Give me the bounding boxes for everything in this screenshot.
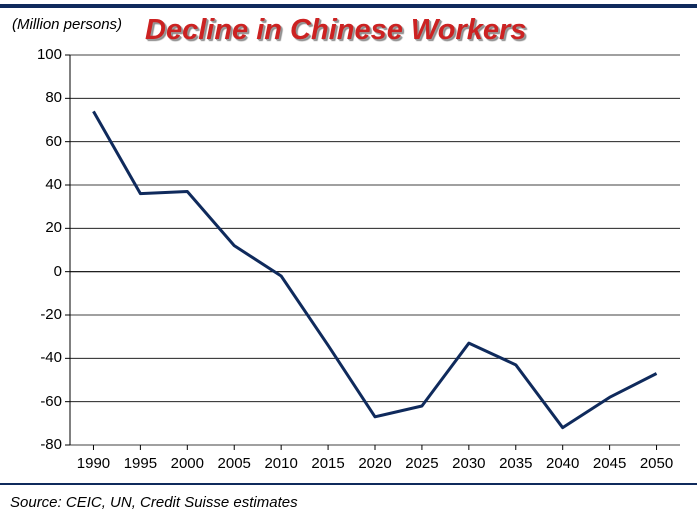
x-tick-label: 2050: [640, 455, 673, 472]
chart-title: Decline in Chinese Workers: [145, 14, 526, 47]
data-line: [93, 111, 656, 427]
y-tick-label: -20: [40, 306, 62, 323]
y-tick-label: -60: [40, 393, 62, 410]
x-tick-label: 2025: [405, 455, 438, 472]
x-tick-label: 2035: [499, 455, 532, 472]
x-tick-label: 2045: [593, 455, 626, 472]
x-tick-label: 1995: [124, 455, 157, 472]
y-tick-label: 60: [45, 133, 62, 150]
y-tick-label: -80: [40, 436, 62, 453]
x-tick-label: 2005: [218, 455, 251, 472]
chart-container: Decline in Chinese Workers (Million pers…: [0, 0, 697, 522]
x-tick-label: 1990: [77, 455, 110, 472]
chart-svg: [0, 0, 697, 522]
y-tick-label: 0: [54, 263, 62, 280]
x-tick-label: 2000: [171, 455, 204, 472]
y-tick-label: 20: [45, 219, 62, 236]
x-tick-label: 2010: [264, 455, 297, 472]
x-tick-label: 2030: [452, 455, 485, 472]
y-tick-label: 40: [45, 176, 62, 193]
source-text: Source: CEIC, UN, Credit Suisse estimate…: [10, 494, 298, 511]
y-axis-label: (Million persons): [12, 16, 122, 33]
y-tick-label: 100: [37, 46, 62, 63]
y-tick-label: -40: [40, 349, 62, 366]
y-tick-label: 80: [45, 89, 62, 106]
x-tick-label: 2015: [311, 455, 344, 472]
x-tick-label: 2040: [546, 455, 579, 472]
x-tick-label: 2020: [358, 455, 391, 472]
